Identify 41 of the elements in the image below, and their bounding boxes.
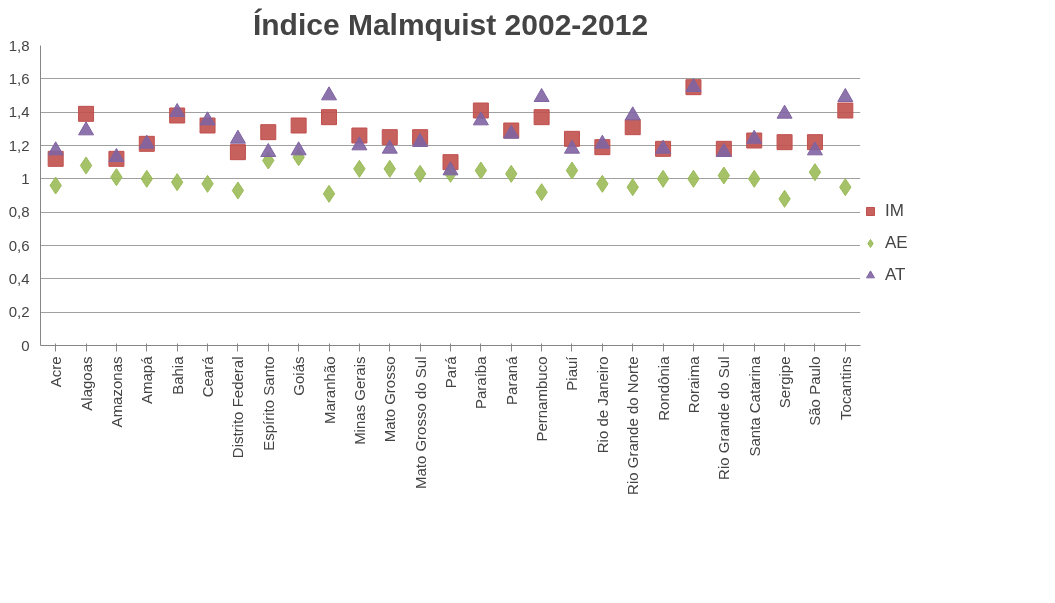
x-tick-label: Pernambuco [533, 356, 551, 442]
y-tick-label: 1,6 [8, 69, 30, 87]
x-tick-label: Rio de Janeiro [593, 356, 611, 454]
legend-label: IM [885, 201, 905, 221]
x-tick-label: Paraná [502, 355, 520, 405]
x-tick-label: Ceará [199, 355, 217, 398]
x-tick-label: Distrito Federal [229, 356, 247, 459]
x-tick-label: São Paulo [806, 356, 824, 426]
y-tick-label: 0,6 [8, 236, 30, 254]
y-tick-label: 1,2 [8, 136, 30, 154]
y-tick-label: 1 [21, 169, 30, 187]
x-tick-label: Amazonas [107, 356, 125, 428]
y-tick-label: 0,4 [8, 269, 30, 287]
x-tick-label: Alagoas [77, 356, 95, 411]
x-tick-label: Roraima [684, 355, 702, 414]
x-tick-label: Maranhão [320, 356, 338, 425]
y-tick-label: 0 [21, 336, 30, 354]
x-tick-label: Santa Catarina [745, 355, 763, 457]
y-tick-label: 1,4 [8, 103, 30, 121]
x-tick-label: Acre [47, 356, 65, 388]
y-tick-label: 0,2 [8, 303, 30, 321]
legend-label: AT [885, 265, 906, 285]
x-tick-label: Tocantins [836, 356, 854, 420]
x-tick-label: Mato Grosso [381, 356, 399, 443]
x-tick-label: Mato Grosso do Sul [411, 356, 429, 490]
x-tick-label: Rio Grande do Norte [624, 356, 642, 495]
x-tick-label: Espírito Santo [259, 356, 277, 451]
x-tick-label: Bahia [168, 355, 186, 395]
y-tick-label: 0,8 [8, 203, 30, 221]
x-tick-label: Minas Gerais [350, 356, 368, 445]
y-tick-label: 1,8 [8, 36, 30, 54]
x-tick-label: Piauí [563, 355, 581, 391]
x-tick-label: Amapá [138, 355, 156, 405]
x-tick-label: Rondônia [654, 355, 672, 421]
x-tick-label: Rio Grande do Sul [715, 356, 733, 480]
x-tick-label: Sergipe [776, 356, 794, 409]
chart-title: Índice Malmquist 2002-2012 [252, 7, 649, 41]
legend-label: AE [885, 233, 908, 253]
x-tick-label: Paraíba [472, 355, 490, 410]
x-tick-label: Goiás [290, 356, 308, 396]
x-tick-label: Pará [442, 355, 459, 389]
